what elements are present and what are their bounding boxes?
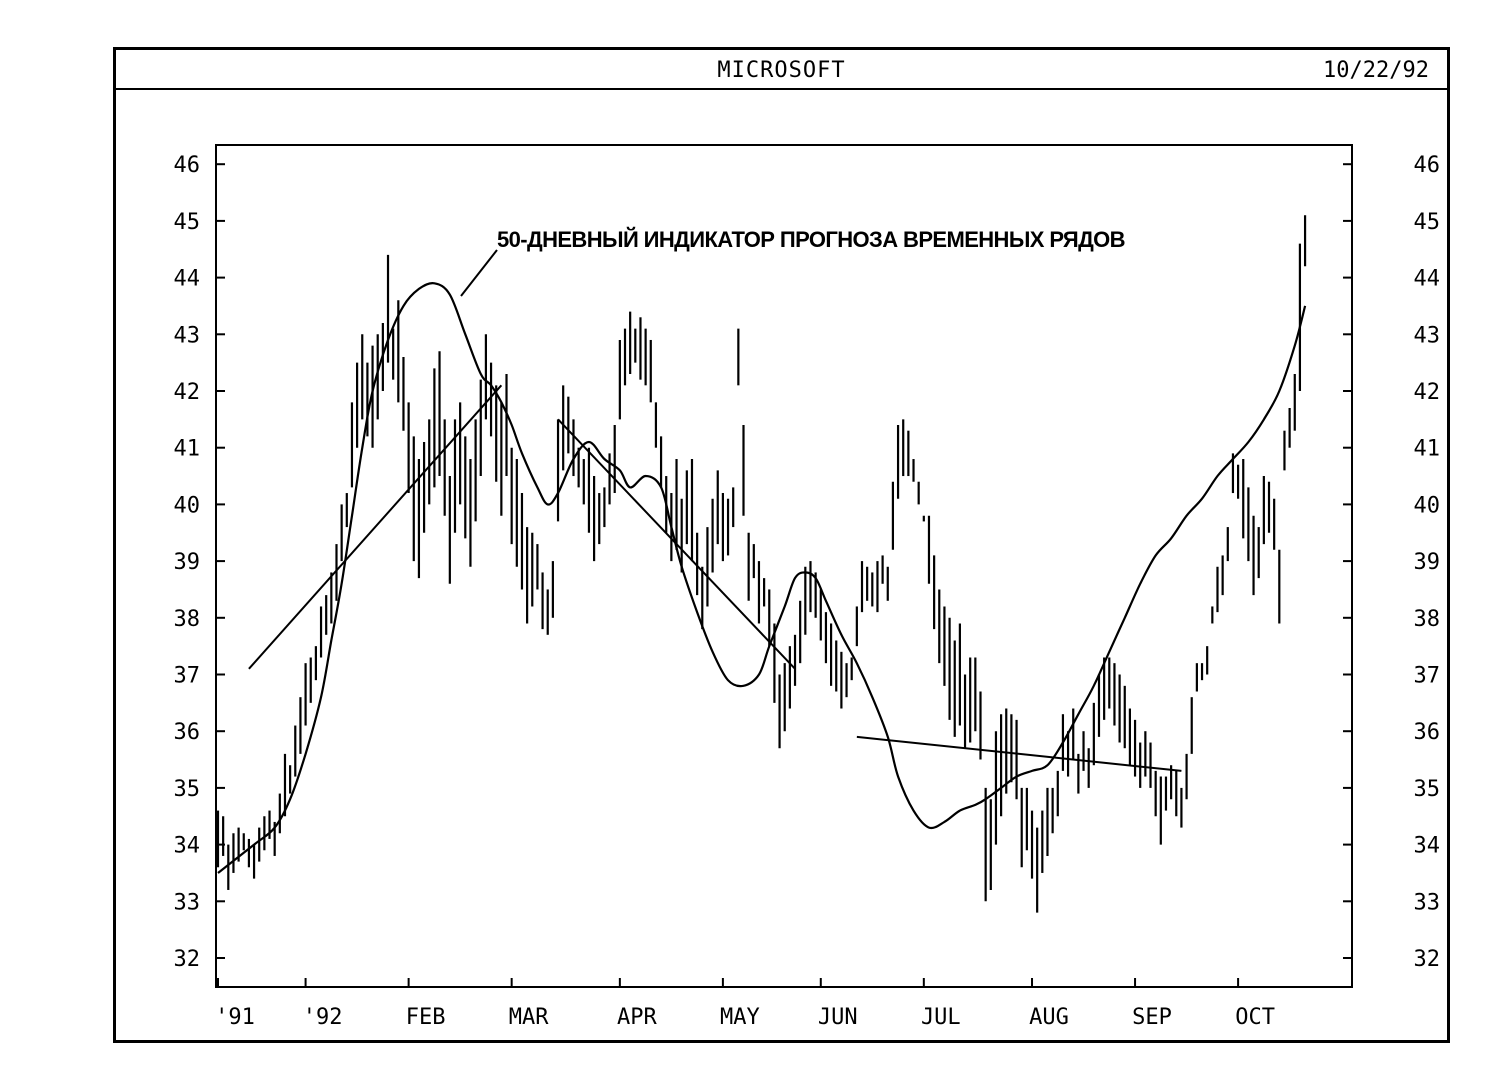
forecast-indicator-annotation: 50-ДНЕВНЫЙ ИНДИКАТОР ПРОГНОЗА ВРЕМЕННЫХ …: [497, 227, 1125, 252]
y-tick-label-left: 34: [174, 834, 201, 859]
x-tick-label: APR: [617, 1005, 657, 1030]
y-tick-label-right: 34: [1414, 834, 1441, 859]
y-tick-label-right: 36: [1414, 720, 1441, 745]
y-tick-label-left: 45: [174, 210, 201, 235]
x-tick-label: MAR: [509, 1005, 549, 1030]
chart-date: 10/22/92: [1323, 58, 1429, 83]
y-axis-right: 32 33 34 35 36 37 38 39 40 41 42 43 44 45 46: [1343, 153, 1440, 972]
y-tick-label-right: 41: [1414, 437, 1441, 462]
y-tick-label-right: 39: [1414, 550, 1441, 575]
y-tick-label-right: 43: [1414, 323, 1441, 348]
y-tick-label-right: 46: [1414, 153, 1441, 178]
trend-lines: [248, 384, 1182, 772]
y-tick-label-left: 36: [174, 720, 201, 745]
y-tick-label-right: 35: [1414, 777, 1441, 802]
plot-area-border: [215, 144, 1353, 988]
y-tick-label-left: 35: [174, 777, 201, 802]
y-tick-label-right: 40: [1414, 493, 1441, 518]
trend-line: [856, 735, 1182, 772]
x-tick-label: AUG: [1029, 1005, 1069, 1030]
y-tick-label-right: 45: [1414, 210, 1441, 235]
y-tick-label-right: 44: [1414, 267, 1441, 292]
y-tick-label-right: 32: [1414, 947, 1441, 972]
y-tick-label-left: 33: [174, 890, 201, 915]
y-tick-label-left: 43: [174, 323, 201, 348]
x-tick-label: JUL: [921, 1005, 961, 1030]
y-tick-label-left: 41: [174, 437, 201, 462]
y-tick-label-right: 37: [1414, 664, 1441, 689]
chart-frame: MICROSOFT 10/22/92: [113, 47, 1450, 1043]
x-axis: '91 '92 FEB MAR APR MAY JUN JUL AUG SEP OCT: [215, 978, 1275, 1030]
price-bars: [216, 215, 1307, 913]
y-axis-left: 32 33 34 35 36 37 38 39 40 41 42 43 44 45 46: [174, 153, 225, 972]
y-tick-label-right: 42: [1414, 380, 1441, 405]
chart-title: MICROSOFT: [717, 58, 846, 83]
y-tick-label-right: 33: [1414, 890, 1441, 915]
annotation-leader-line: [460, 249, 498, 297]
x-tick-label: '92: [303, 1005, 343, 1030]
y-tick-label-left: 42: [174, 380, 201, 405]
x-tick-label: MAY: [720, 1005, 760, 1030]
y-tick-label-left: 32: [174, 947, 201, 972]
y-tick-label-left: 40: [174, 493, 201, 518]
x-tick-label: OCT: [1235, 1005, 1275, 1030]
y-tick-label-left: 44: [174, 267, 201, 292]
trend-line: [248, 384, 503, 670]
forecast-indicator-line: [217, 282, 1307, 874]
x-tick-label: JUN: [818, 1005, 858, 1030]
y-tick-label-left: 39: [174, 550, 201, 575]
y-tick-label-left: 37: [174, 664, 201, 689]
y-tick-label-left: 38: [174, 607, 201, 632]
y-tick-label-right: 38: [1414, 607, 1441, 632]
chart-title-bar: MICROSOFT 10/22/92: [116, 50, 1447, 90]
x-tick-label: SEP: [1132, 1005, 1172, 1030]
x-tick-label: FEB: [406, 1005, 446, 1030]
x-tick-label: '91: [215, 1005, 255, 1030]
y-tick-label-left: 46: [174, 153, 201, 178]
